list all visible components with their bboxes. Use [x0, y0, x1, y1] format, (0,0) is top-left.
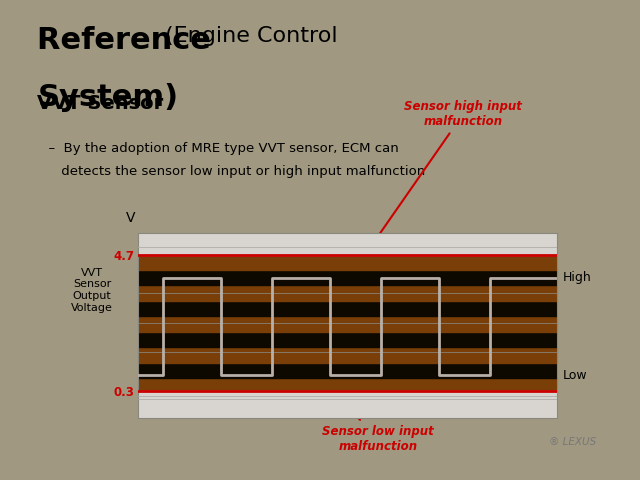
Text: V: V	[126, 211, 136, 226]
Bar	[138, 233, 557, 254]
Text: –  By the adoption of MRE type VVT sensor, ECM can: – By the adoption of MRE type VVT sensor…	[40, 142, 399, 155]
Text: Sensor high input
malfunction: Sensor high input malfunction	[369, 100, 522, 250]
Bar	[138, 254, 557, 270]
Bar	[138, 378, 557, 391]
Text: Reference: Reference	[37, 25, 222, 55]
Bar	[138, 332, 557, 347]
Bar	[138, 300, 557, 316]
Bar	[138, 347, 557, 362]
Bar	[138, 270, 557, 285]
Text: detects the sensor low input or high input malfunction: detects the sensor low input or high inp…	[40, 165, 426, 178]
Text: High: High	[563, 271, 592, 284]
Text: (Engine Control: (Engine Control	[165, 25, 337, 46]
Text: VVT
Sensor
Output
Voltage: VVT Sensor Output Voltage	[71, 268, 113, 312]
Text: Sensor low input
malfunction: Sensor low input malfunction	[322, 387, 434, 453]
Text: Low: Low	[563, 369, 588, 382]
Bar	[138, 316, 557, 332]
Text: System): System)	[37, 83, 179, 112]
Bar	[138, 285, 557, 300]
Text: ® LEXUS: ® LEXUS	[549, 437, 596, 447]
Text: VVT Sensor: VVT Sensor	[37, 94, 164, 113]
Bar	[138, 362, 557, 378]
Bar	[138, 391, 557, 418]
